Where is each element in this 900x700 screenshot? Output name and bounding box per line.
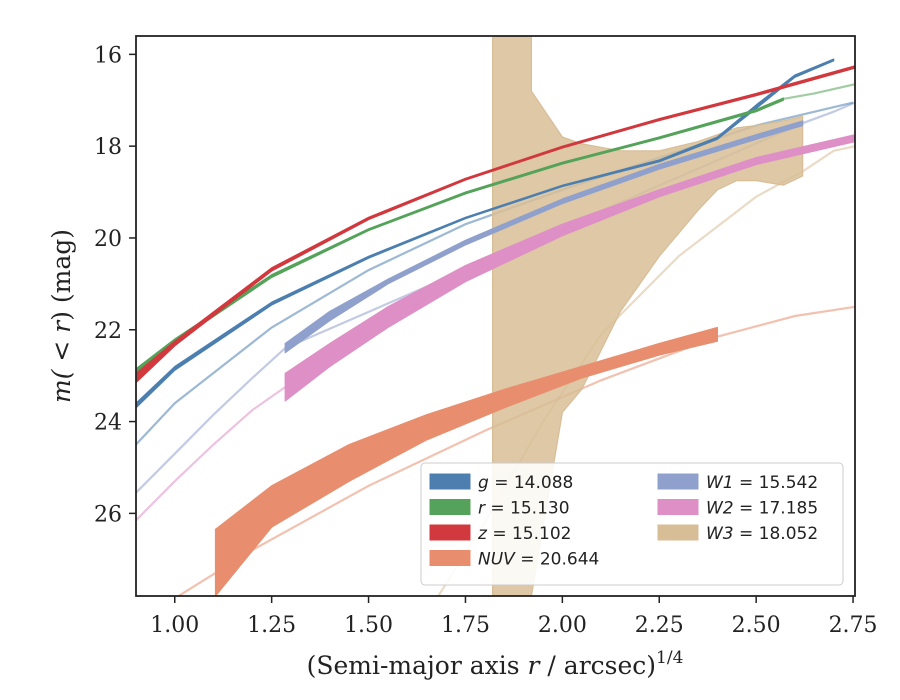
plot-frame <box>135 35 856 597</box>
x-axis-label: (Semi-major axis r / arcsec)1/4 <box>307 648 684 680</box>
legend-frame <box>420 462 844 586</box>
x-tick-label: 2.50 <box>732 613 781 638</box>
legend-swatch-z <box>429 524 471 541</box>
legend-swatch-r <box>429 499 471 515</box>
y-tick-label: 26 <box>94 502 122 527</box>
y-tick-label: 16 <box>94 43 122 68</box>
legend-swatch-w1 <box>657 473 699 490</box>
series-r-extrapolation <box>783 83 855 100</box>
series-nuv-band <box>214 326 719 596</box>
legend: g = 14.088 r = 15.130 z = 15.102 NUV = 20.6… <box>420 462 844 586</box>
series-z-band <box>136 65 855 384</box>
x-axis: 1.00 1.25 1.50 1.75 2.00 2.25 2.50 2.75 <box>150 596 878 638</box>
x-tick-label: 2.75 <box>829 613 878 638</box>
legend-swatch-w2 <box>657 499 699 515</box>
y-tick-label: 18 <box>94 135 122 160</box>
legend-label-w1: W1 = 15.542 <box>706 473 818 493</box>
legend-swatch-g <box>429 473 471 490</box>
legend-swatch-nuv <box>429 550 471 566</box>
series-r-band <box>136 97 784 374</box>
legend-label-w2: W2 = 17.185 <box>706 499 818 519</box>
series-w1-band <box>284 120 804 354</box>
x-tick-label: 1.25 <box>247 613 296 638</box>
series-w2-band <box>284 134 855 402</box>
x-tick-label: 2.00 <box>538 613 587 638</box>
legend-swatch-w3 <box>657 524 699 541</box>
y-tick-label: 22 <box>94 319 122 344</box>
x-tick-label: 1.75 <box>441 613 490 638</box>
legend-label-z: z = 15.102 <box>477 524 571 544</box>
y-axis: 16 18 20 22 24 26 <box>94 43 136 527</box>
series-w2-extrapolation <box>136 386 286 522</box>
x-tick-label: 1.50 <box>344 613 393 638</box>
x-tick-label: 1.00 <box>150 613 199 638</box>
x-tick-label: 2.25 <box>635 613 684 638</box>
y-axis-label: m( < r) (mag) <box>47 229 76 403</box>
legend-label-nuv: NUV = 20.644 <box>478 550 599 570</box>
legend-label-w3: W3 = 18.052 <box>706 524 818 544</box>
series-w1-extrapolation <box>136 101 855 494</box>
series-g-band <box>136 58 835 409</box>
series-layer <box>136 36 855 596</box>
legend-label-r: r = 15.130 <box>478 499 570 519</box>
y-tick-label: 20 <box>94 227 122 252</box>
y-tick-label: 24 <box>94 411 122 436</box>
legend-label-g: g = 14.088 <box>478 473 573 493</box>
